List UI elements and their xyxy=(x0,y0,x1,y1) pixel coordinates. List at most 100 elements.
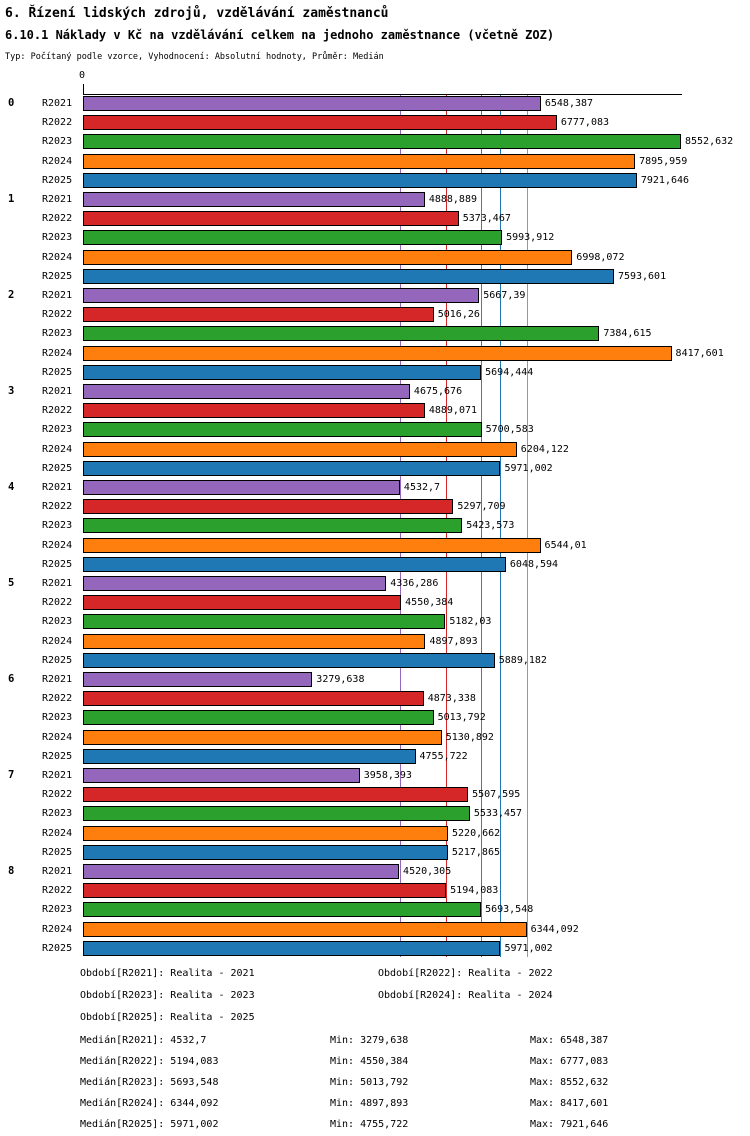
stat-median-value: Medián[R2022]: 5194,083 xyxy=(80,1056,219,1067)
bar-value-label: 4873,338 xyxy=(427,693,476,705)
series-label: R2022 xyxy=(42,789,73,801)
bar-value-label: 5971,002 xyxy=(504,462,553,474)
series-label: R2021 xyxy=(42,770,73,781)
legend-item: Období[R2023]: Realita - 2023 xyxy=(80,990,255,1001)
bar-row: R2022 5194,083 xyxy=(0,883,750,899)
bar-r2025-group-3 xyxy=(83,460,501,476)
stat-min-value: Min: 5013,792 xyxy=(330,1077,409,1088)
bar-row: 6 R2021 3279,638 xyxy=(0,672,750,687)
bar-row: R2023 8552,632 xyxy=(0,134,750,150)
series-label: R2025 xyxy=(42,558,73,570)
bar-value-label: 6544,01 xyxy=(544,539,587,551)
bar-r2025-group-6 xyxy=(83,748,416,764)
bar-row: R2025 7921,646 xyxy=(0,172,750,188)
bar-value-label: 7593,601 xyxy=(617,270,667,282)
bar-r2024-group-3 xyxy=(83,441,517,457)
bar-r2024-group-2 xyxy=(83,345,672,361)
bar-row: R2023 5182,03 xyxy=(0,614,750,630)
group-label: 1 xyxy=(8,193,15,205)
stat-min-value: Min: 3279,638 xyxy=(330,1035,409,1046)
bar-value-label: 7921,646 xyxy=(640,174,690,186)
bar-r2021-group-3 xyxy=(83,384,410,399)
series-label: R2021 xyxy=(42,578,73,589)
bar-r2022-group-4 xyxy=(83,499,454,515)
group-label: 5 xyxy=(8,577,15,589)
bar-row: R2025 5217,865 xyxy=(0,844,750,860)
bar-value-label: 5297,709 xyxy=(457,501,506,513)
bar-r2024-group-6 xyxy=(83,729,442,745)
bar-r2025-group-2 xyxy=(83,364,482,380)
bar-row: R2025 5889,182 xyxy=(0,652,750,668)
stat-max-value: Max: 6548,387 xyxy=(530,1035,609,1046)
series-label: R2024 xyxy=(42,251,73,263)
bar-r2023-group-5 xyxy=(83,614,446,630)
chart-subtitle: 6.10.1 Náklady v Kč na vzdělávání celkem… xyxy=(5,28,555,42)
bar-value-label: 7384,615 xyxy=(603,328,652,340)
axis-line xyxy=(83,94,682,95)
series-label: R2024 xyxy=(42,539,73,551)
bar-value-label: 4755,722 xyxy=(419,750,468,762)
bar-row: 5 R2021 4336,286 xyxy=(0,576,750,591)
bar-row: R2024 6344,092 xyxy=(0,921,750,937)
bar-r2024-group-0 xyxy=(83,153,636,169)
bar-row: 4 R2021 4532,7 xyxy=(0,480,750,495)
bar-r2022-group-2 xyxy=(83,307,434,323)
axis-zero-label: 0 xyxy=(79,70,86,81)
bar-value-label: 8552,632 xyxy=(685,136,734,148)
series-label: R2022 xyxy=(42,213,73,225)
bar-r2021-group-0 xyxy=(83,96,541,111)
bar-row: R2024 7895,959 xyxy=(0,153,750,169)
bar-r2025-group-1 xyxy=(83,268,614,284)
bar-row: 8 R2021 4520,305 xyxy=(0,864,750,879)
bar-r2025-group-5 xyxy=(83,652,495,668)
series-label: R2021 xyxy=(42,290,73,301)
series-label: R2024 xyxy=(42,731,73,743)
bar-row: R2024 8417,601 xyxy=(0,345,750,361)
bar-r2022-group-3 xyxy=(83,403,425,419)
bar-row: R2022 4550,384 xyxy=(0,595,750,611)
bar-r2021-group-2 xyxy=(83,288,480,303)
bar-row: R2024 6544,01 xyxy=(0,537,750,553)
series-label: R2022 xyxy=(42,501,73,513)
bar-r2023-group-2 xyxy=(83,326,600,342)
bar-row: R2023 5013,792 xyxy=(0,710,750,726)
bar-r2024-group-4 xyxy=(83,537,541,553)
bar-row: R2025 5971,002 xyxy=(0,940,750,956)
stat-min-value: Min: 4550,384 xyxy=(330,1056,409,1067)
series-label: R2025 xyxy=(42,750,73,762)
bar-row: 1 R2021 4888,889 xyxy=(0,192,750,207)
bar-value-label: 4336,286 xyxy=(390,578,439,589)
legend-item: Období[R2021]: Realita - 2021 xyxy=(80,968,255,979)
bar-row: R2025 5694,444 xyxy=(0,364,750,380)
bar-r2022-group-0 xyxy=(83,115,557,131)
median-line-r2024 xyxy=(526,95,528,957)
bar-row: R2023 5423,573 xyxy=(0,518,750,534)
series-label: R2023 xyxy=(42,712,73,724)
axis-tick xyxy=(83,84,84,95)
bar-r2025-group-7 xyxy=(83,844,448,860)
series-label: R2022 xyxy=(42,405,73,417)
series-label: R2024 xyxy=(42,155,73,167)
series-label: R2023 xyxy=(42,424,73,436)
bar-value-label: 5016,26 xyxy=(437,309,480,321)
bar-r2021-group-4 xyxy=(83,480,400,495)
plot-area: 0 R2021 6548,387 R2022 6777,083 R2023 8552,632… xyxy=(0,95,750,961)
bar-value-label: 5693,548 xyxy=(485,904,534,916)
bar-row: 0 R2021 6548,387 xyxy=(0,96,750,111)
bar-value-label: 3958,393 xyxy=(363,770,412,781)
bar-value-label: 5507,595 xyxy=(472,789,521,801)
bar-value-label: 5194,083 xyxy=(450,885,499,897)
bar-r2025-group-0 xyxy=(83,172,637,188)
bar-value-label: 5130,892 xyxy=(445,731,494,743)
bar-value-label: 8417,601 xyxy=(675,347,724,359)
bar-value-label: 6048,594 xyxy=(509,558,559,570)
stat-median-value: Medián[R2021]: 4532,7 xyxy=(80,1035,207,1046)
series-label: R2025 xyxy=(42,270,73,282)
bar-value-label: 6777,083 xyxy=(560,117,610,129)
page-title: 6. Řízení lidských zdrojů, vzdělávání za… xyxy=(5,6,389,21)
legend-item: Období[R2024]: Realita - 2024 xyxy=(378,990,553,1001)
bar-row: R2022 5507,595 xyxy=(0,787,750,803)
bar-row: 2 R2021 5667,39 xyxy=(0,288,750,303)
group-label: 3 xyxy=(8,385,15,397)
bar-value-label: 5373,467 xyxy=(462,213,511,225)
